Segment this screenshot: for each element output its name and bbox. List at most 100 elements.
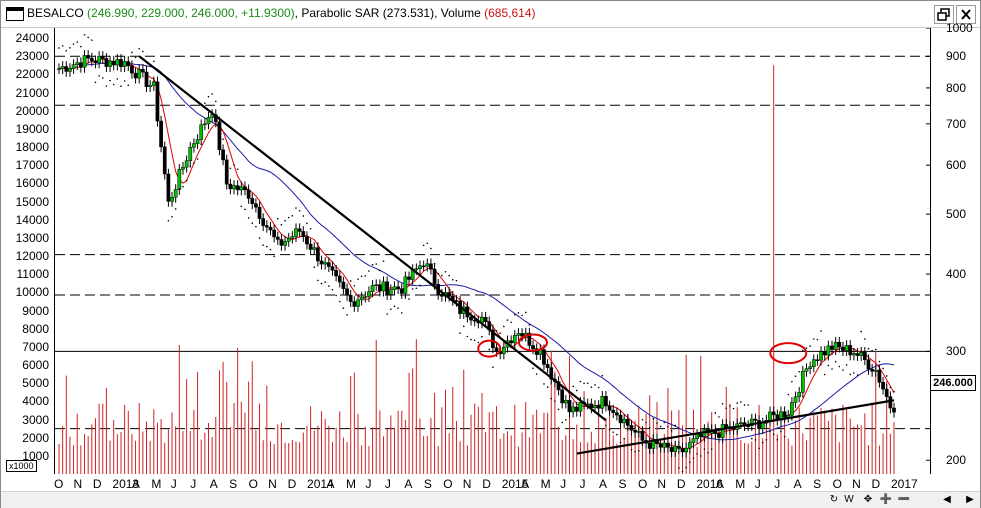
candle-body xyxy=(385,281,390,295)
chart-window-icon xyxy=(6,7,24,21)
candle-body xyxy=(866,359,871,370)
price-tick-label: 500 xyxy=(946,207,967,222)
scroll-left-icon[interactable]: ◀ xyxy=(943,494,951,505)
sar-dot xyxy=(725,407,728,410)
time-tick-label: J xyxy=(190,477,197,491)
volume-tick-label: 7000 xyxy=(22,339,49,354)
candle-body xyxy=(469,316,473,321)
candle-body xyxy=(345,288,349,296)
ohlc-values: (246.990, 229.000, 246.000, +11.9300) xyxy=(87,6,295,20)
candle-body xyxy=(337,275,342,283)
candle-body xyxy=(695,434,699,440)
sar-dot xyxy=(160,125,162,127)
candle-body xyxy=(454,300,459,302)
sar-dot xyxy=(575,389,578,392)
sar-dot xyxy=(812,338,815,340)
candle-body xyxy=(545,364,550,368)
candle-body xyxy=(93,60,98,64)
sar-dot xyxy=(131,51,133,54)
sar-dot xyxy=(882,367,884,370)
last-price-badge: 246.000 xyxy=(930,375,976,391)
sar-dot xyxy=(802,349,804,352)
sar-dot xyxy=(335,294,337,297)
time-tick-label: A xyxy=(599,477,608,491)
sar-dot xyxy=(236,168,239,171)
zoom-out-icon[interactable]: ➖ xyxy=(897,494,911,505)
candle-body xyxy=(221,149,225,161)
sar-dot xyxy=(736,402,739,404)
sar-dot xyxy=(371,263,374,266)
time-tick-label: J xyxy=(579,477,586,491)
candle-body xyxy=(563,400,568,404)
scroll-right-icon[interactable]: ▶ xyxy=(966,494,974,505)
sar-dot xyxy=(262,244,264,246)
sar-dot xyxy=(893,390,895,393)
close-button[interactable] xyxy=(956,5,976,24)
plot-area[interactable] xyxy=(54,28,931,474)
candle-body xyxy=(151,81,156,86)
sar-dot xyxy=(233,164,235,166)
weekly-button[interactable]: W xyxy=(844,494,854,505)
candle-body xyxy=(855,353,860,356)
candle-body xyxy=(319,260,324,265)
restore-button[interactable] xyxy=(934,5,954,24)
scroll-bar[interactable]: ↻ W ✥ ➕ ➖ ◀ ▶ xyxy=(1,491,980,508)
sar-dot xyxy=(444,270,447,273)
time-tick-label: N xyxy=(462,477,472,491)
candle-body xyxy=(618,414,623,424)
sar-dot xyxy=(488,348,491,351)
candle-body xyxy=(611,409,616,413)
candle-body xyxy=(195,139,200,144)
candle-body xyxy=(549,367,554,380)
candle-body xyxy=(607,405,612,411)
sar-dot xyxy=(499,332,502,334)
sar-dot xyxy=(302,215,305,217)
move-icon[interactable]: ✥ xyxy=(863,494,873,505)
refresh-icon[interactable]: ↻ xyxy=(829,494,839,505)
highlight-circle xyxy=(518,333,549,352)
candle-body xyxy=(447,292,452,297)
sar-dot xyxy=(451,278,454,281)
time-tick-label: S xyxy=(813,477,822,491)
candle-body xyxy=(305,236,309,245)
close-icon xyxy=(961,9,971,20)
zoom-in-icon[interactable]: ➕ xyxy=(879,494,893,505)
candle-body xyxy=(122,61,127,67)
sar-dot xyxy=(667,425,669,428)
candle-body xyxy=(316,247,320,262)
sar-dot xyxy=(98,75,100,77)
sar-dot xyxy=(594,384,596,386)
sar-dot xyxy=(492,366,494,369)
sar-dot xyxy=(153,60,155,63)
sar-dot xyxy=(214,100,217,103)
candle-body xyxy=(483,316,488,322)
volume-tick-label: 18000 xyxy=(15,140,49,154)
volume-tick-label: 9000 xyxy=(22,303,49,318)
time-tick-label: D xyxy=(482,477,491,491)
sar-dot xyxy=(269,248,272,251)
candle-body xyxy=(71,64,76,69)
candle-body xyxy=(159,120,163,148)
candle-body xyxy=(137,69,142,79)
candle-body xyxy=(658,443,663,448)
candle-body xyxy=(75,62,80,65)
candle-body xyxy=(844,345,849,351)
sar-dot xyxy=(630,448,633,451)
candle-body xyxy=(440,294,444,297)
time-tick-label: D xyxy=(676,477,686,491)
candle-body xyxy=(148,85,153,87)
candle-body xyxy=(596,405,601,409)
candle-body xyxy=(192,143,196,148)
candle-body xyxy=(516,333,521,336)
volume-axis: 24000 23000 22000 21000 20000 19000 18000 17000… xyxy=(1,28,53,474)
volume-tick-label: 11000 xyxy=(16,267,49,282)
candle-body xyxy=(181,166,185,170)
time-tick-label: O xyxy=(443,477,453,491)
candle-body xyxy=(790,402,794,416)
candle-body xyxy=(808,366,812,369)
sar-dot xyxy=(189,165,192,168)
candle-body xyxy=(403,276,408,294)
candle-body xyxy=(571,406,575,413)
volume-tick-label: 1000 xyxy=(22,448,49,463)
sar-dot xyxy=(83,33,86,36)
